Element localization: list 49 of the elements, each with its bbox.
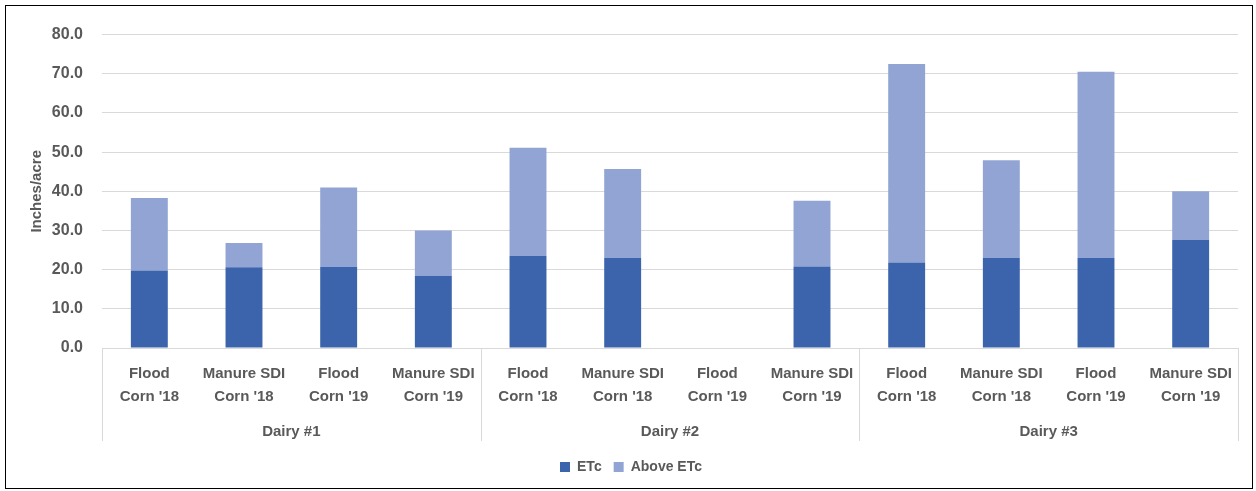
y-tick-label: 10.0 [51, 299, 84, 317]
x-tick-label: Manure SDI Corn '18 [581, 363, 664, 405]
x-tick-label: Manure SDI Corn '18 [202, 363, 286, 405]
y-tick-label: 80.0 [51, 25, 84, 43]
y-tick-label: 70.0 [51, 64, 84, 82]
bar [509, 147, 547, 256]
text: Dairy #2 [640, 422, 700, 440]
bar [320, 266, 358, 348]
y-tick-label: 0.0 [60, 338, 84, 356]
bar [982, 160, 1020, 258]
bar [604, 257, 642, 348]
text: Dairy #1 [262, 422, 321, 440]
bar [414, 275, 452, 348]
x-tick-label: Flood Corn '19 [1066, 363, 1126, 405]
bar [888, 63, 926, 263]
bar [1077, 257, 1115, 348]
bar [225, 267, 263, 348]
y-tick-label: 30.0 [51, 220, 84, 238]
x-tick-label: Flood Corn '18 [498, 363, 558, 405]
x-tick-label: Manure SDI Corn '19 [1149, 363, 1232, 405]
bar [414, 230, 452, 276]
y-tick-label: 60.0 [51, 103, 84, 121]
bar [1172, 191, 1210, 240]
y-tick-label: 50.0 [51, 142, 84, 160]
bar [130, 197, 168, 271]
y-tick-label: 40.0 [51, 181, 84, 199]
text: Dairy #3 [1019, 422, 1078, 440]
bar [604, 168, 642, 258]
x-tick-label: Flood Corn '19 [308, 363, 369, 405]
bar [982, 257, 1020, 348]
bar [888, 262, 926, 348]
x-tick-label: Flood Corn '19 [687, 363, 748, 405]
legend-label: Above ETc [630, 457, 703, 474]
bar [130, 270, 168, 348]
x-tick-label: Flood Corn '18 [876, 363, 937, 405]
legend-label: ETc [577, 457, 602, 474]
x-tick-label: Manure SDI Corn '18 [960, 363, 1043, 405]
bar [1077, 71, 1115, 258]
bar [225, 243, 263, 268]
bar [320, 187, 358, 267]
x-tick-label: Manure SDI Corn '19 [770, 363, 854, 405]
bar [793, 266, 831, 348]
y-axis-title: Inches/acre [27, 150, 45, 233]
x-tick-label: Flood Corn '18 [119, 363, 180, 405]
bar [509, 255, 547, 348]
bar [793, 200, 831, 267]
x-tick-label: Manure SDI Corn '19 [392, 363, 475, 405]
bar [1172, 239, 1210, 348]
y-tick-label: 20.0 [51, 260, 84, 278]
